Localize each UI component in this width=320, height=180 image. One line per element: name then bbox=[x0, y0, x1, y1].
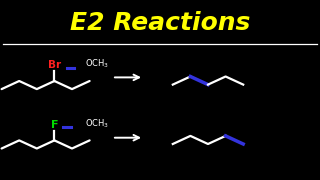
Text: $\mathregular{OCH_3}$: $\mathregular{OCH_3}$ bbox=[85, 58, 109, 70]
Text: $\mathregular{OCH_3}$: $\mathregular{OCH_3}$ bbox=[85, 118, 109, 130]
Text: E2 Reactions: E2 Reactions bbox=[70, 11, 250, 35]
Text: Br: Br bbox=[48, 60, 61, 70]
Text: F: F bbox=[51, 120, 58, 130]
